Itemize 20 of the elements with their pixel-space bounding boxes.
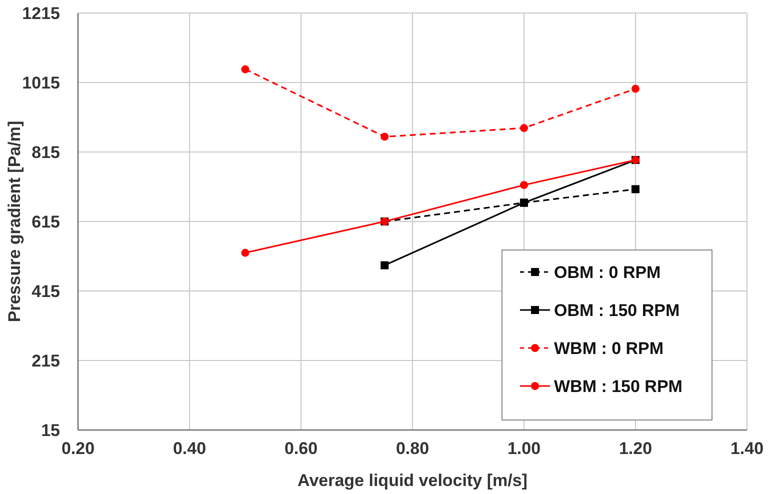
legend-label: OBM : 0 RPM	[554, 262, 661, 282]
y-tick-label: 415	[32, 282, 60, 301]
y-tick-label: 815	[32, 142, 60, 162]
legend-label: WBM : 0 RPM	[554, 338, 664, 358]
y-axis-title: Pressure gradient [Pa/m]	[5, 120, 24, 322]
legend-label: OBM : 150 RPM	[554, 300, 680, 320]
y-tick-label: 15	[41, 420, 60, 440]
x-tick-label: 0.20	[61, 439, 95, 458]
y-tick-label: 1015	[22, 73, 60, 92]
y-tick-label: 615	[32, 212, 60, 232]
x-tick-label: 0.40	[172, 439, 206, 458]
x-tick-label: 1.00	[507, 439, 541, 458]
y-tick-label: 1215	[22, 4, 60, 23]
legend-label: WBM : 150 RPM	[554, 376, 682, 396]
x-tick-label: 0.80	[396, 439, 430, 458]
x-tick-label: 0.60	[284, 439, 318, 458]
x-tick-label: 1.40	[730, 439, 764, 458]
y-tick-label: 215	[32, 351, 60, 370]
x-axis-title: Average liquid velocity [m/s]	[298, 471, 528, 490]
x-tick-label: 1.20	[618, 439, 652, 458]
